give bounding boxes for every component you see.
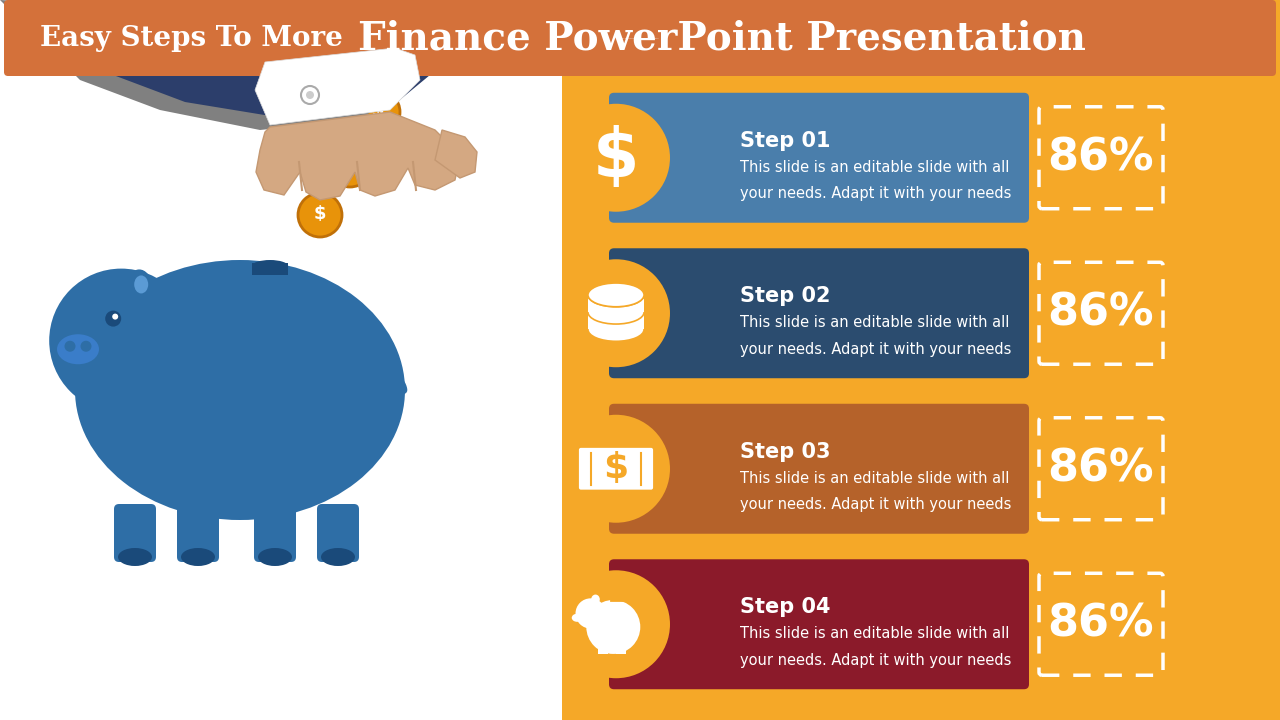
Circle shape bbox=[49, 269, 193, 413]
Text: 86%: 86% bbox=[1048, 136, 1155, 179]
Circle shape bbox=[306, 91, 314, 99]
Text: $: $ bbox=[371, 102, 384, 120]
Text: $: $ bbox=[344, 155, 356, 173]
Ellipse shape bbox=[58, 334, 99, 364]
Ellipse shape bbox=[588, 318, 644, 341]
Text: your needs. Adapt it with your needs: your needs. Adapt it with your needs bbox=[740, 498, 1011, 512]
Text: Easy Steps To More: Easy Steps To More bbox=[40, 24, 352, 52]
FancyBboxPatch shape bbox=[609, 404, 1029, 534]
Text: This slide is an editable slide with all: This slide is an editable slide with all bbox=[740, 471, 1010, 486]
Text: your needs. Adapt it with your needs: your needs. Adapt it with your needs bbox=[740, 186, 1011, 202]
Text: your needs. Adapt it with your needs: your needs. Adapt it with your needs bbox=[740, 653, 1011, 667]
Polygon shape bbox=[435, 130, 477, 178]
Circle shape bbox=[356, 90, 399, 134]
Polygon shape bbox=[256, 112, 460, 200]
FancyBboxPatch shape bbox=[114, 504, 156, 562]
Text: $: $ bbox=[314, 205, 326, 223]
Text: Step 01: Step 01 bbox=[740, 131, 831, 151]
Ellipse shape bbox=[321, 548, 355, 566]
Polygon shape bbox=[255, 48, 420, 125]
Ellipse shape bbox=[180, 548, 215, 566]
Ellipse shape bbox=[118, 548, 152, 566]
Ellipse shape bbox=[588, 283, 644, 307]
Ellipse shape bbox=[572, 613, 582, 622]
Circle shape bbox=[586, 600, 640, 654]
Bar bbox=[598, 641, 608, 654]
FancyBboxPatch shape bbox=[579, 448, 653, 490]
Bar bbox=[252, 263, 288, 275]
Text: 86%: 86% bbox=[1048, 292, 1155, 335]
Ellipse shape bbox=[588, 283, 644, 307]
FancyBboxPatch shape bbox=[609, 93, 1029, 222]
Text: Easy Steps To More Finance PowerPoint Presentation: Easy Steps To More Finance PowerPoint Pr… bbox=[621, 37, 659, 39]
Circle shape bbox=[562, 104, 669, 212]
Ellipse shape bbox=[76, 260, 404, 520]
Circle shape bbox=[64, 341, 76, 352]
Polygon shape bbox=[0, 0, 399, 130]
Text: your needs. Adapt it with your needs: your needs. Adapt it with your needs bbox=[740, 342, 1011, 356]
Bar bbox=[588, 295, 644, 312]
Text: Step 03: Step 03 bbox=[740, 442, 831, 462]
Circle shape bbox=[301, 86, 319, 104]
FancyBboxPatch shape bbox=[4, 0, 1276, 76]
Text: This slide is an editable slide with all: This slide is an editable slide with all bbox=[740, 315, 1010, 330]
Text: 86%: 86% bbox=[1048, 447, 1155, 490]
Bar bbox=[617, 641, 626, 654]
Ellipse shape bbox=[134, 276, 148, 294]
Text: Step 04: Step 04 bbox=[740, 598, 831, 618]
FancyBboxPatch shape bbox=[609, 248, 1029, 378]
Text: This slide is an editable slide with all: This slide is an editable slide with all bbox=[740, 626, 1010, 642]
Circle shape bbox=[105, 310, 122, 327]
Circle shape bbox=[328, 143, 372, 187]
Ellipse shape bbox=[591, 595, 600, 604]
Text: Step 02: Step 02 bbox=[740, 287, 831, 307]
Text: Finance PowerPoint Presentation: Finance PowerPoint Presentation bbox=[358, 19, 1085, 57]
FancyBboxPatch shape bbox=[253, 504, 296, 562]
Circle shape bbox=[298, 193, 342, 237]
Text: This slide is an editable slide with all: This slide is an editable slide with all bbox=[740, 160, 1010, 175]
Circle shape bbox=[113, 314, 118, 320]
Bar bbox=[562, 0, 1280, 720]
Ellipse shape bbox=[252, 260, 288, 272]
Circle shape bbox=[562, 259, 669, 367]
FancyBboxPatch shape bbox=[317, 504, 358, 562]
Bar bbox=[588, 312, 644, 330]
Text: $: $ bbox=[593, 125, 639, 191]
Circle shape bbox=[562, 415, 669, 523]
Circle shape bbox=[576, 598, 605, 629]
Circle shape bbox=[562, 570, 669, 678]
Ellipse shape bbox=[259, 548, 292, 566]
Text: 86%: 86% bbox=[1048, 603, 1155, 646]
Polygon shape bbox=[29, 0, 430, 120]
Circle shape bbox=[81, 341, 91, 352]
Ellipse shape bbox=[588, 300, 644, 324]
Ellipse shape bbox=[127, 269, 151, 300]
Text: $: $ bbox=[603, 451, 628, 485]
FancyBboxPatch shape bbox=[609, 559, 1029, 689]
FancyBboxPatch shape bbox=[177, 504, 219, 562]
